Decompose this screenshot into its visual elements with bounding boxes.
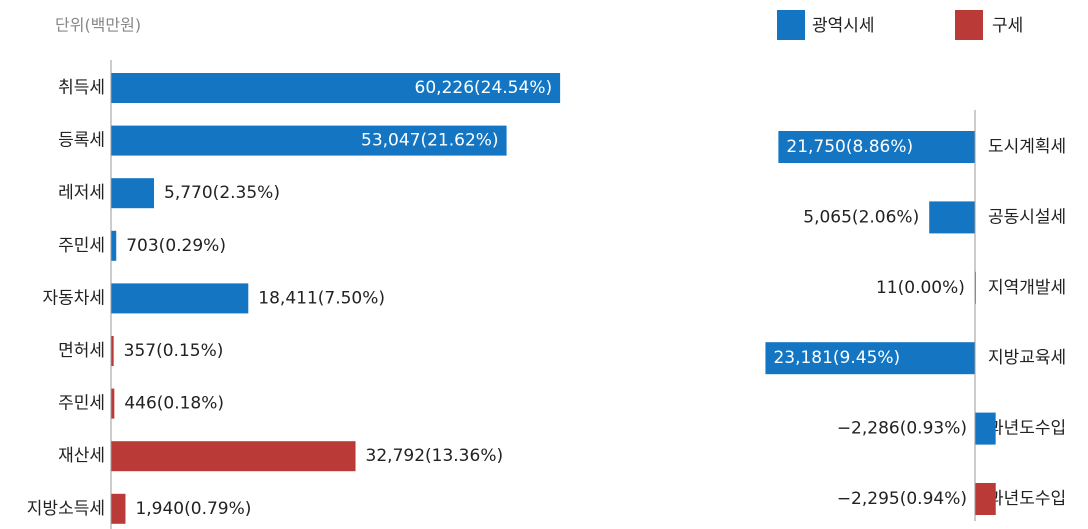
value-label: 1,940(0.79%) bbox=[135, 499, 251, 519]
category-label: 레저세 bbox=[58, 183, 105, 203]
bar bbox=[929, 201, 975, 234]
legend-label: 광역시세 bbox=[812, 16, 875, 36]
value-label: 5,065(2.06%) bbox=[803, 207, 919, 227]
legend-swatch bbox=[955, 10, 983, 40]
bar bbox=[975, 483, 996, 515]
bar bbox=[778, 131, 975, 163]
category-label: 과년도수입 bbox=[988, 489, 1066, 509]
value-label: 357(0.15%) bbox=[124, 341, 224, 361]
bar bbox=[111, 283, 249, 314]
category-label: 과년도수입 bbox=[988, 419, 1066, 439]
category-label: 재산세 bbox=[58, 446, 105, 466]
unit-label: 단위(백만원) bbox=[55, 16, 141, 35]
category-label: 주민세 bbox=[58, 236, 105, 256]
value-label: 446(0.18%) bbox=[124, 394, 224, 414]
category-label: 지방교육세 bbox=[988, 348, 1066, 368]
category-label: 지역개발세 bbox=[988, 278, 1066, 298]
value-label: 23,181(9.45%) bbox=[773, 348, 900, 368]
value-label: −2,286(0.93%) bbox=[837, 419, 967, 439]
bar bbox=[111, 493, 126, 524]
bar bbox=[975, 412, 996, 445]
value-label: 21,750(8.86%) bbox=[786, 137, 913, 157]
category-label: 도시계획세 bbox=[988, 137, 1066, 157]
bar bbox=[765, 342, 975, 375]
value-label: 60,226(24.54%) bbox=[415, 78, 553, 98]
value-label: −2,295(0.94%) bbox=[837, 489, 967, 509]
bar bbox=[111, 178, 155, 209]
legend-label: 구세 bbox=[992, 16, 1023, 36]
category-label: 지방소득세 bbox=[27, 499, 105, 519]
category-label: 공동시설세 bbox=[988, 207, 1066, 227]
category-label: 자동차세 bbox=[42, 288, 105, 308]
category-label: 등록세 bbox=[58, 131, 105, 151]
category-label: 취득세 bbox=[58, 78, 105, 98]
bar bbox=[111, 73, 561, 103]
category-label: 면허세 bbox=[58, 341, 105, 361]
legend-swatch bbox=[777, 10, 805, 40]
value-label: 5,770(2.35%) bbox=[164, 183, 280, 203]
value-label: 32,792(13.36%) bbox=[366, 446, 504, 466]
bar bbox=[111, 441, 356, 472]
bar bbox=[111, 125, 507, 156]
category-label: 주민세 bbox=[58, 394, 105, 414]
bar bbox=[111, 230, 117, 261]
bar bbox=[111, 336, 114, 366]
bar bbox=[111, 388, 115, 419]
value-label: 18,411(7.50%) bbox=[258, 288, 385, 308]
value-label: 11(0.00%) bbox=[876, 278, 965, 298]
value-label: 53,047(21.62%) bbox=[361, 131, 499, 151]
value-label: 703(0.29%) bbox=[126, 236, 226, 256]
